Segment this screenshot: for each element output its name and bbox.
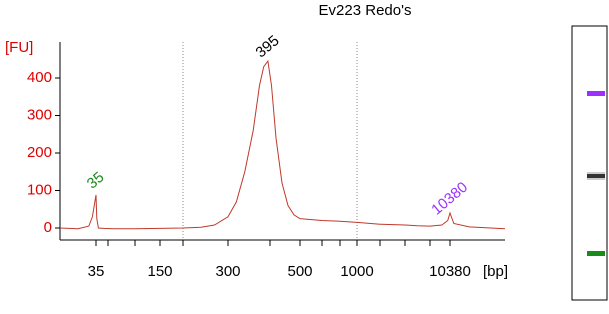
x-tick-label: 10380 [429, 263, 471, 280]
y-tick-label: 400 [27, 69, 52, 86]
x-tick-label: 500 [287, 263, 312, 280]
y-tick-label: 100 [27, 181, 52, 198]
y-axis-label: [FU] [5, 39, 33, 56]
peak-label: 395 [253, 32, 283, 61]
x-axis-label: [bp] [483, 263, 508, 280]
x-tick-label: 150 [147, 263, 172, 280]
x-tick-label: 300 [215, 263, 240, 280]
electropherogram: Ev223 Redo's [FU] [bp] 0 100 200 300 400 35 15… [0, 0, 609, 309]
y-tick-label: 0 [44, 219, 52, 236]
x-tick-label: 1000 [340, 263, 373, 280]
chart-title: Ev223 Redo's [319, 2, 412, 19]
peak-label: 35 [84, 169, 108, 193]
gel-lane [572, 26, 607, 300]
x-tick-label: 35 [88, 263, 105, 280]
y-tick-label: 300 [27, 106, 52, 123]
y-tick-label: 200 [27, 144, 52, 161]
